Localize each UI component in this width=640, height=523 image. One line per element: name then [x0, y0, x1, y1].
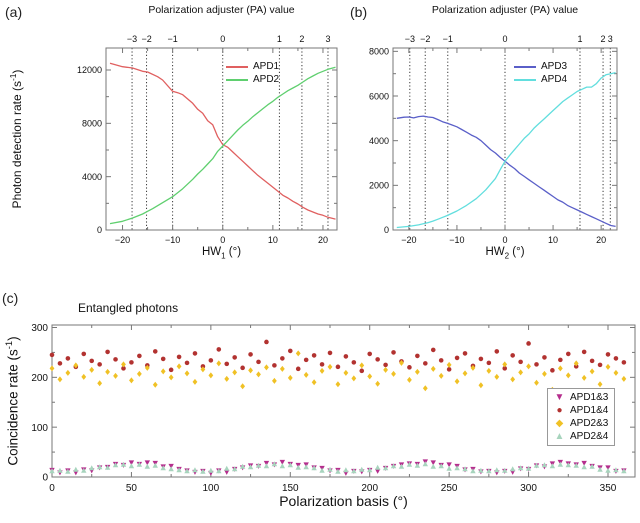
- x-tick-label: −10: [449, 235, 464, 245]
- x-tick-label: 0: [220, 235, 225, 245]
- panel-b-legend: APD3 APD4: [514, 60, 567, 86]
- pa-tick-label: −2: [141, 34, 151, 44]
- x-tick-label: 150: [282, 483, 299, 494]
- legend-item-apd1: APD1: [226, 60, 279, 73]
- x-tick-label: 350: [600, 483, 617, 494]
- legend-item-apd1and3: ▼ APD1&3: [553, 391, 609, 404]
- legend-label: APD4: [541, 74, 568, 85]
- panel-c-tag: (c): [2, 290, 19, 306]
- apd1-line-swatch: [226, 65, 248, 68]
- legend-item-apd2and4: ▲ APD2&4: [553, 430, 609, 443]
- x-tick-label: 0: [502, 235, 507, 245]
- y-tick-label: 100: [31, 423, 48, 434]
- legend-label: APD1&3: [570, 392, 609, 403]
- curve-APD1: [109, 62, 336, 220]
- panel-a-xlabel: HW1 (°): [201, 246, 242, 261]
- panel-c-plot: 0 50 100 150 200 250 300 350 0 100 200 300: [31, 323, 636, 494]
- y-tick-label: 200: [31, 373, 48, 384]
- axes-frame: [51, 324, 636, 478]
- apd4-line-swatch: [514, 78, 536, 81]
- panel-b-tag: (b): [350, 4, 368, 20]
- pa-tick-label: 0: [502, 34, 507, 44]
- y-tick-label: 300: [31, 323, 48, 334]
- curve-APD4: [396, 71, 616, 229]
- legend-label: APD3: [541, 61, 568, 72]
- x-tick-label: 0: [49, 483, 55, 494]
- pa-tick-label: −2: [420, 34, 430, 44]
- scatter-APD2&4: [49, 461, 627, 474]
- pa-tick-label: 2: [299, 34, 304, 44]
- panel-b-xlabel: HW2 (°): [485, 246, 525, 261]
- pa-tick-label: −1: [168, 34, 178, 44]
- legend-item-apd2and3: ◆ APD2&3: [553, 417, 609, 430]
- panel-c-title: Entangled photons: [78, 301, 179, 315]
- y-tick-label: 8000: [82, 119, 102, 129]
- axes-frame: [105, 47, 338, 231]
- y-tick-label: 6000: [369, 91, 389, 101]
- x-tick-label: 20: [596, 235, 606, 245]
- triangle-down-marker-icon: ▼: [554, 392, 565, 403]
- panel-a-tag: (a): [5, 4, 23, 20]
- legend-label: APD1: [253, 61, 280, 72]
- y-tick-label: 0: [384, 225, 389, 235]
- x-tick-label: −20: [115, 235, 130, 245]
- scatter-APD1&4: [49, 339, 627, 374]
- pa-tick-label: 3: [325, 34, 330, 44]
- legend-label: APD1&4: [570, 405, 609, 416]
- pa-tick-label: −3: [405, 34, 415, 44]
- x-tick-label: 10: [548, 235, 558, 245]
- panel-a-top-axis-title: Polarization adjuster (PA) value: [148, 4, 295, 16]
- x-tick-label: −20: [401, 235, 416, 245]
- x-tick-label: −10: [165, 235, 180, 245]
- pa-tick-label: −3: [127, 34, 137, 44]
- x-tick-label: 10: [268, 235, 278, 245]
- legend-label: APD2&4: [570, 431, 609, 442]
- x-tick-label: 250: [441, 483, 458, 494]
- panel-a-legend: APD1 APD2: [226, 60, 279, 86]
- panel-c-legend: ▼ APD1&3 ● APD1&4 ◆ APD2&3 ▲ APD2&4: [547, 388, 616, 446]
- legend-item-apd3: APD3: [514, 60, 567, 73]
- scatter-APD2&3: [49, 350, 627, 393]
- panel-c-xlabel: Polarization basis (°): [279, 493, 408, 509]
- pa-tick-label: 3: [608, 34, 613, 44]
- y-tick-label: 4000: [82, 172, 102, 182]
- legend-item-apd2: APD2: [226, 73, 279, 86]
- curve-APD2: [109, 66, 336, 225]
- legend-item-apd4: APD4: [514, 73, 567, 86]
- diamond-marker-icon: ◆: [555, 418, 564, 429]
- y-tick-label: 8000: [369, 47, 389, 57]
- x-tick-label: 100: [203, 483, 220, 494]
- panel-a-ylabel: Photon detection rate (s-1): [8, 69, 24, 209]
- curve-APD3: [396, 115, 616, 228]
- legend-label: APD2&3: [570, 418, 609, 429]
- y-tick-label: 0: [97, 225, 102, 235]
- pa-tick-label: 1: [577, 34, 582, 44]
- x-tick-label: 200: [361, 483, 378, 494]
- pa-tick-label: 2: [601, 34, 606, 44]
- panel-c-ylabel: Coincidence rate (s-1): [3, 336, 21, 466]
- pa-tick-label: 1: [277, 34, 282, 44]
- circle-marker-icon: ●: [556, 405, 563, 416]
- x-tick-label: 50: [126, 483, 138, 494]
- pa-tick-label: 0: [220, 34, 225, 44]
- y-tick-label: 4000: [369, 136, 389, 146]
- panel-b-top-axis-title: Polarization adjuster (PA) value: [431, 4, 579, 16]
- legend-item-apd1and4: ● APD1&4: [553, 404, 608, 417]
- pa-tick-label: −1: [443, 34, 453, 44]
- y-tick-label: 12000: [77, 65, 102, 75]
- apd3-line-swatch: [514, 65, 536, 68]
- x-tick-label: 300: [520, 483, 537, 494]
- apd2-line-swatch: [226, 78, 248, 81]
- y-tick-label: 2000: [369, 181, 389, 191]
- y-tick-label: 0: [42, 473, 48, 484]
- legend-label: APD2: [253, 74, 280, 85]
- x-tick-label: 20: [318, 235, 328, 245]
- triangle-up-marker-icon: ▲: [554, 431, 565, 442]
